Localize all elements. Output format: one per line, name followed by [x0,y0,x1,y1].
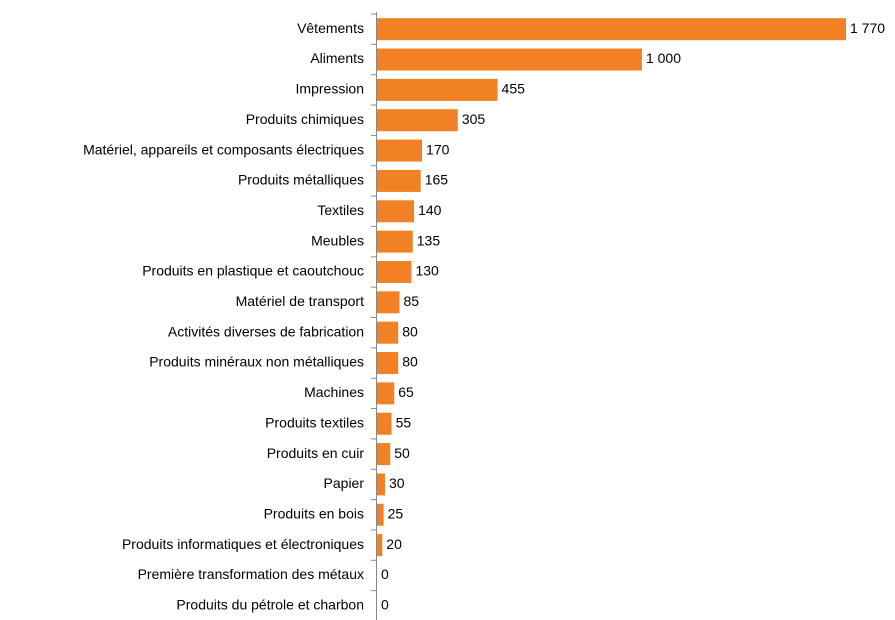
bar [377,321,399,344]
bar [377,443,391,466]
y-tick-label: Aliments [310,50,364,66]
y-tick-label: Textiles [317,202,364,218]
bar [377,473,385,496]
y-tick-label: Produits en cuir [267,445,365,461]
data-label: 20 [386,536,402,552]
y-tick-label: Meubles [311,232,364,248]
bar [377,352,399,375]
bar [377,382,395,405]
data-label: 0 [381,597,389,613]
y-tick-label: Produits informatiques et électroniques [122,536,364,552]
bar [377,534,383,557]
data-label: 0 [381,566,389,582]
y-tick-label: Produits textiles [265,414,364,430]
data-label: 1 000 [646,50,681,66]
data-label: 170 [426,141,450,157]
y-tick-label: Produits en bois [264,505,364,521]
y-tick-label: Produits minéraux non métalliques [149,354,364,370]
data-label: 135 [417,232,441,248]
data-label: 1 770 [850,20,885,36]
data-label: 80 [402,323,418,339]
bar [377,200,415,223]
data-label: 50 [394,445,410,461]
y-tick-label: Vêtements [297,20,364,36]
bar [377,18,846,41]
y-tick-label: Papier [324,475,365,491]
data-label: 140 [418,202,442,218]
data-label: 25 [388,505,404,521]
bar [377,412,392,435]
bar [377,78,498,101]
bar [377,48,642,71]
bar [377,260,412,283]
y-tick-label: Matériel de transport [236,293,365,309]
data-label: 455 [502,81,526,97]
bar [377,503,384,526]
data-label: 85 [404,293,420,309]
bar [377,139,423,162]
bar [377,230,413,253]
data-label: 165 [425,172,449,188]
y-tick-label: Matériel, appareils et composants électr… [83,141,364,157]
data-label: 65 [398,384,414,400]
data-label: 305 [462,111,486,127]
data-label: 30 [389,475,405,491]
y-tick-label: Machines [304,384,364,400]
y-tick-label: Produits en plastique et caoutchouc [142,263,364,279]
y-tick-label: Produits chimiques [246,111,364,127]
bar [377,169,421,192]
data-label: 55 [396,414,412,430]
data-label: 80 [402,354,418,370]
bar [377,291,400,314]
y-tick-label: Première transformation des métaux [138,566,364,582]
y-tick-label: Activités diverses de fabrication [168,323,364,339]
bar [377,109,458,132]
y-tick-label: Impression [296,81,364,97]
y-tick-label: Produits métalliques [238,172,364,188]
y-tick-label: Produits du pétrole et charbon [176,597,364,613]
data-label: 130 [415,263,439,279]
